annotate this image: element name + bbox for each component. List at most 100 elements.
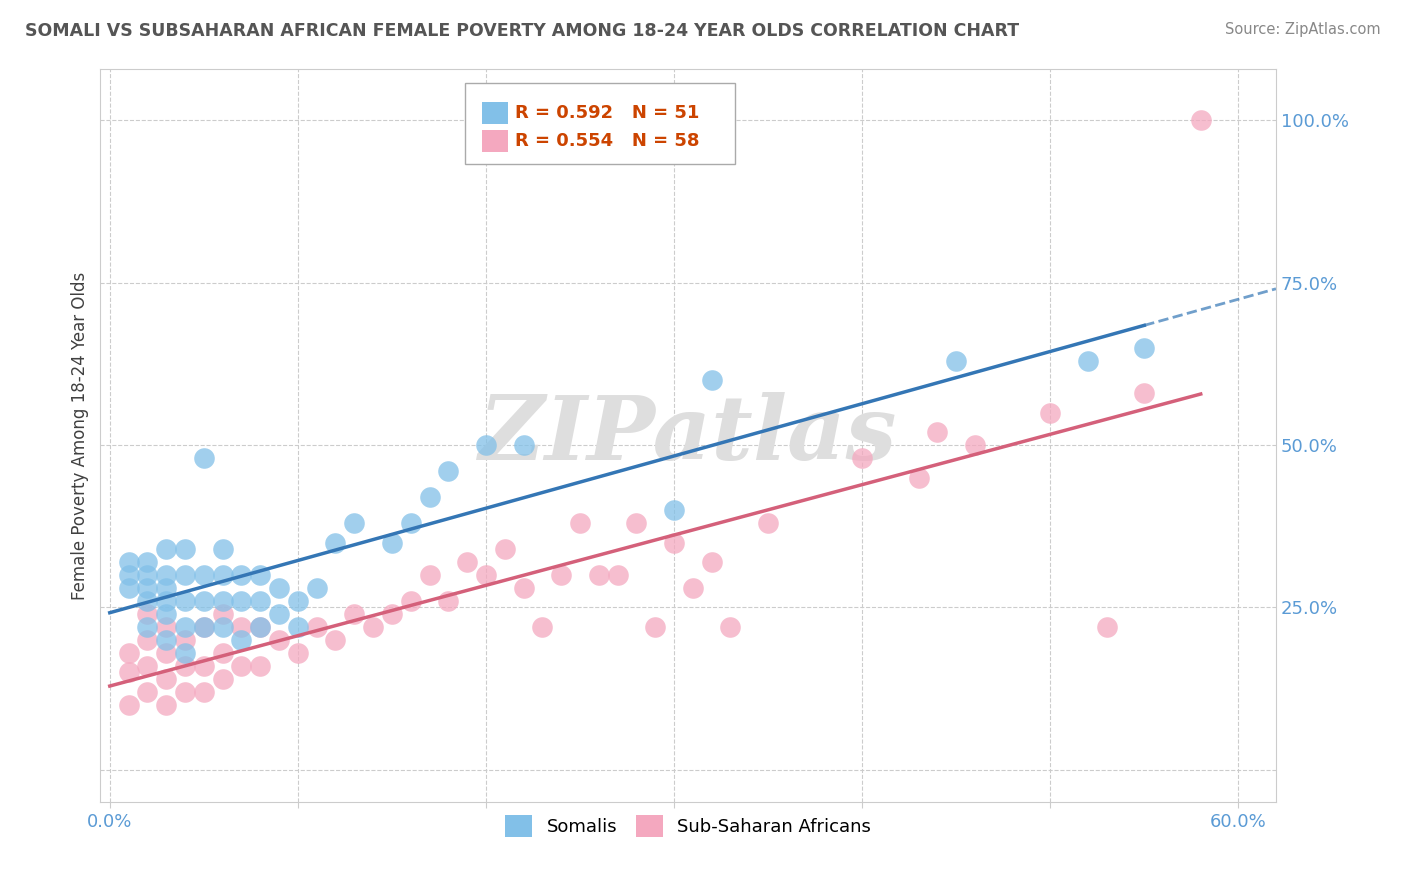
Point [231,568,253,582]
Point [136,632,159,647]
Point [155,594,177,608]
Point [155,607,177,621]
Point [475,568,498,582]
Point [399,516,422,530]
Point [174,685,197,699]
Point [305,581,328,595]
Point [720,620,742,634]
Point [174,632,197,647]
Bar [482,102,509,124]
Point [231,632,253,647]
Point [117,568,139,582]
Point [211,594,233,608]
Point [136,607,159,621]
Point [512,438,534,452]
Point [1039,406,1062,420]
Point [117,646,139,660]
Point [343,516,366,530]
Point [193,659,215,673]
Point [907,470,929,484]
Point [174,568,197,582]
Point [249,659,271,673]
Point [418,490,440,504]
Point [174,659,197,673]
Point [945,353,967,368]
Point [211,620,233,634]
Point [193,451,215,466]
Point [136,685,159,699]
Point [626,516,648,530]
Point [662,535,685,549]
Point [325,632,347,647]
Point [381,535,404,549]
Text: Source: ZipAtlas.com: Source: ZipAtlas.com [1225,22,1381,37]
Point [700,555,723,569]
Point [155,646,177,660]
Point [211,542,233,557]
Point [267,632,290,647]
Point [512,581,534,595]
Point [662,503,685,517]
Point [343,607,366,621]
Point [963,438,986,452]
Point [494,542,516,557]
Point [531,620,554,634]
Point [117,555,139,569]
Point [267,581,290,595]
Point [211,646,233,660]
Point [231,594,253,608]
Point [756,516,779,530]
Text: R = 0.592   N = 51: R = 0.592 N = 51 [516,103,700,121]
Point [193,594,215,608]
Point [418,568,440,582]
Point [267,607,290,621]
Point [136,659,159,673]
Point [588,568,610,582]
Point [136,620,159,634]
Point [155,698,177,712]
Point [249,568,271,582]
Point [682,581,704,595]
Point [1133,386,1156,401]
Point [231,620,253,634]
Point [193,620,215,634]
Point [155,542,177,557]
Point [249,620,271,634]
Point [437,594,460,608]
Point [249,594,271,608]
Point [287,620,309,634]
Point [456,555,478,569]
Point [211,607,233,621]
Point [174,620,197,634]
FancyBboxPatch shape [465,83,735,164]
Point [851,451,873,466]
Point [155,632,177,647]
Legend: Somalis, Sub-Saharan Africans: Somalis, Sub-Saharan Africans [498,808,879,845]
Text: SOMALI VS SUBSAHARAN AFRICAN FEMALE POVERTY AMONG 18-24 YEAR OLDS CORRELATION CH: SOMALI VS SUBSAHARAN AFRICAN FEMALE POVE… [25,22,1019,40]
Point [1077,353,1099,368]
Point [136,568,159,582]
Point [550,568,572,582]
Y-axis label: Female Poverty Among 18-24 Year Olds: Female Poverty Among 18-24 Year Olds [72,271,89,599]
Point [437,464,460,478]
Point [155,581,177,595]
Point [211,568,233,582]
Point [325,535,347,549]
Point [1189,113,1212,128]
Point [361,620,384,634]
Point [475,438,498,452]
Point [569,516,592,530]
Point [606,568,628,582]
Point [249,620,271,634]
Point [117,698,139,712]
Point [287,646,309,660]
Point [231,659,253,673]
Point [1133,341,1156,355]
Point [211,672,233,686]
Point [305,620,328,634]
Point [174,594,197,608]
Point [174,646,197,660]
Point [399,594,422,608]
Point [117,665,139,680]
Point [136,555,159,569]
